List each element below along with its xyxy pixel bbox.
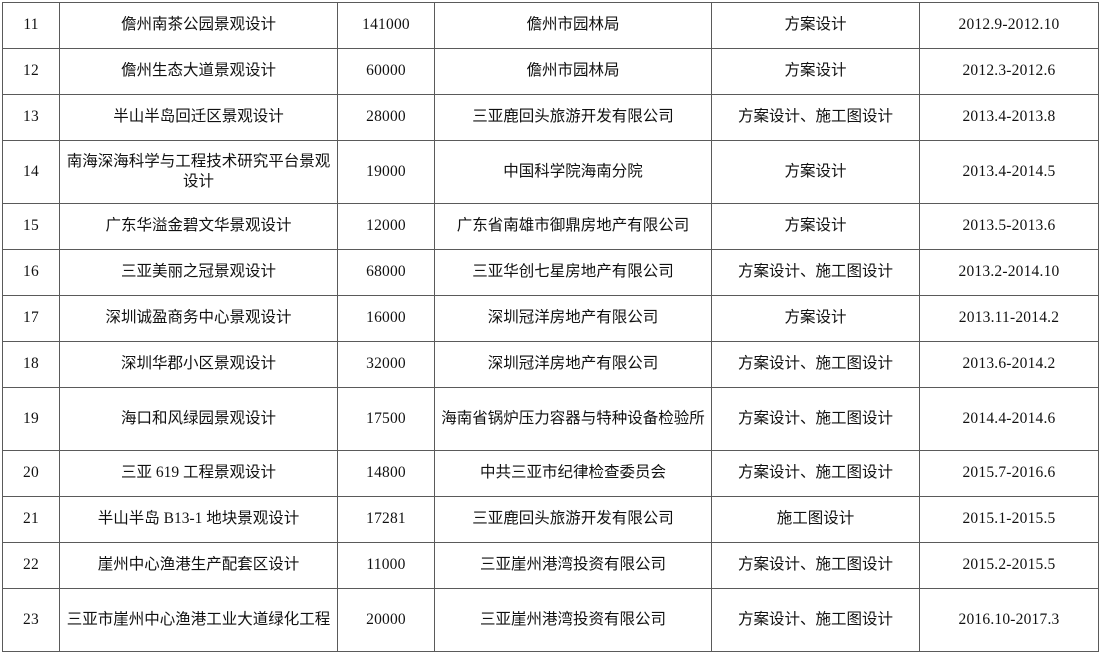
design-scope: 方案设计 [711,140,920,204]
project-period: 2014.4-2014.6 [919,387,1099,451]
client-organization: 中共三亚市纪律检查委员会 [434,450,712,497]
project-name: 崖州中心渔港生产配套区设计 [59,542,338,589]
project-period: 2013.5-2013.6 [919,203,1099,250]
project-name: 海口和风绿园景观设计 [59,387,338,451]
project-period: 2013.2-2014.10 [919,249,1099,296]
project-name: 儋州生态大道景观设计 [59,48,338,95]
serial-number: 19 [2,387,60,451]
table-row: 16 三亚美丽之冠景观设计 68000 三亚华创七星房地产有限公司 方案设计、施工图设计… [2,249,1099,296]
area-value: 17281 [337,496,435,543]
serial-number: 21 [2,496,60,543]
table-row: 12 儋州生态大道景观设计 60000 儋州市园林局 方案设计 2012.3-2012.6 [2,48,1099,95]
design-scope: 方案设计、施工图设计 [711,450,920,497]
area-value: 11000 [337,542,435,589]
project-period: 2016.10-2017.3 [919,588,1099,652]
design-scope: 方案设计、施工图设计 [711,341,920,388]
design-scope: 方案设计、施工图设计 [711,249,920,296]
area-value: 32000 [337,341,435,388]
table-row: 23 三亚市崖州中心渔港工业大道绿化工程 20000 三亚崖州港湾投资有限公司 方案设计… [2,588,1099,652]
area-value: 20000 [337,588,435,652]
project-period: 2013.11-2014.2 [919,295,1099,342]
table-row: 11 儋州南茶公园景观设计 141000 儋州市园林局 方案设计 2012.9-2012.… [2,2,1099,49]
area-value: 141000 [337,2,435,49]
area-value: 68000 [337,249,435,296]
area-value: 14800 [337,450,435,497]
project-name: 广东华溢金碧文华景观设计 [59,203,338,250]
design-scope: 方案设计、施工图设计 [711,542,920,589]
serial-number: 15 [2,203,60,250]
serial-number: 12 [2,48,60,95]
client-organization: 儋州市园林局 [434,48,712,95]
area-value: 17500 [337,387,435,451]
design-scope: 方案设计 [711,48,920,95]
project-period: 2012.3-2012.6 [919,48,1099,95]
table-row: 19 海口和风绿园景观设计 17500 海南省锅炉压力容器与特种设备检验所 方案设计、施… [2,387,1099,451]
area-value: 28000 [337,94,435,141]
project-period: 2012.9-2012.10 [919,2,1099,49]
project-period: 2013.4-2014.5 [919,140,1099,204]
table-row: 17 深圳诚盈商务中心景观设计 16000 深圳冠洋房地产有限公司 方案设计 2013.1… [2,295,1099,342]
serial-number: 23 [2,588,60,652]
table-row: 15 广东华溢金碧文华景观设计 12000 广东省南雄市御鼎房地产有限公司 方案设计 20… [2,203,1099,250]
client-organization: 广东省南雄市御鼎房地产有限公司 [434,203,712,250]
area-value: 60000 [337,48,435,95]
project-period: 2015.1-2015.5 [919,496,1099,543]
project-period: 2013.4-2013.8 [919,94,1099,141]
table-row: 18 深圳华郡小区景观设计 32000 深圳冠洋房地产有限公司 方案设计、施工图设计 20… [2,341,1099,388]
project-name: 三亚美丽之冠景观设计 [59,249,338,296]
table-row: 20 三亚 619 工程景观设计 14800 中共三亚市纪律检查委员会 方案设计、施工图… [2,450,1099,497]
serial-number: 20 [2,450,60,497]
serial-number: 17 [2,295,60,342]
project-period: 2015.7-2016.6 [919,450,1099,497]
design-scope: 方案设计 [711,295,920,342]
client-organization: 中国科学院海南分院 [434,140,712,204]
client-organization: 三亚鹿回头旅游开发有限公司 [434,94,712,141]
client-organization: 三亚崖州港湾投资有限公司 [434,588,712,652]
design-scope: 方案设计 [711,203,920,250]
table-row: 13 半山半岛回迁区景观设计 28000 三亚鹿回头旅游开发有限公司 方案设计、施工图设… [2,94,1099,141]
table-row: 22 崖州中心渔港生产配套区设计 11000 三亚崖州港湾投资有限公司 方案设计、施工图… [2,542,1099,589]
design-scope: 方案设计、施工图设计 [711,588,920,652]
design-scope: 方案设计、施工图设计 [711,387,920,451]
project-name: 南海深海科学与工程技术研究平台景观设计 [59,140,338,204]
serial-number: 13 [2,94,60,141]
project-name: 半山半岛回迁区景观设计 [59,94,338,141]
serial-number: 18 [2,341,60,388]
serial-number: 14 [2,140,60,204]
area-value: 19000 [337,140,435,204]
area-value: 12000 [337,203,435,250]
design-scope: 方案设计、施工图设计 [711,94,920,141]
client-organization: 三亚崖州港湾投资有限公司 [434,542,712,589]
project-name: 三亚 619 工程景观设计 [59,450,338,497]
area-value: 16000 [337,295,435,342]
client-organization: 海南省锅炉压力容器与特种设备检验所 [434,387,712,451]
client-organization: 深圳冠洋房地产有限公司 [434,341,712,388]
client-organization: 深圳冠洋房地产有限公司 [434,295,712,342]
project-name: 深圳华郡小区景观设计 [59,341,338,388]
table-row: 21 半山半岛 B13-1 地块景观设计 17281 三亚鹿回头旅游开发有限公司 施工图… [2,496,1099,543]
design-scope: 方案设计 [711,2,920,49]
client-organization: 三亚华创七星房地产有限公司 [434,249,712,296]
project-period: 2013.6-2014.2 [919,341,1099,388]
serial-number: 22 [2,542,60,589]
design-scope: 施工图设计 [711,496,920,543]
project-period: 2015.2-2015.5 [919,542,1099,589]
client-organization: 儋州市园林局 [434,2,712,49]
project-name: 三亚市崖州中心渔港工业大道绿化工程 [59,588,338,652]
table-row: 14 南海深海科学与工程技术研究平台景观设计 19000 中国科学院海南分院 方案设计 2… [2,140,1099,204]
serial-number: 11 [2,2,60,49]
project-name: 半山半岛 B13-1 地块景观设计 [59,496,338,543]
serial-number: 16 [2,249,60,296]
project-name: 深圳诚盈商务中心景观设计 [59,295,338,342]
project-name: 儋州南茶公园景观设计 [59,2,338,49]
client-organization: 三亚鹿回头旅游开发有限公司 [434,496,712,543]
